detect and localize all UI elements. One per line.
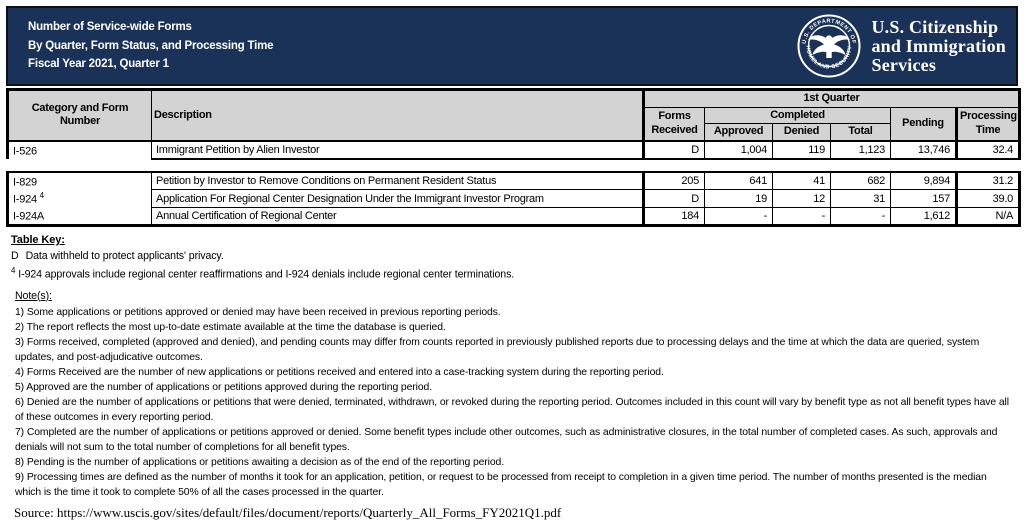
cell-pending: 157	[890, 189, 957, 208]
agency-branding: U.S. DEPARTMENT OF HOMELAND SECURITY U.S…	[797, 14, 1016, 78]
report-title-line3: Fiscal Year 2021, Quarter 1	[28, 58, 169, 71]
table-header-row-3: Approved Denied Total	[8, 123, 1020, 142]
column-header-category: Category and Form Number	[6, 88, 152, 142]
note-item-8: 8) Pending is the number of applications…	[15, 456, 505, 468]
cell-total: -	[830, 207, 891, 227]
table-row-i924a: I-924A Annual Certification of Regional …	[6, 207, 1022, 227]
cell-description: Petition by Investor to Remove Condition…	[151, 170, 644, 190]
table-key-item-footnote4: 4 I-924 approvals include regional cente…	[11, 266, 1018, 281]
eagle-glyph	[808, 35, 851, 58]
note-item-7: 7) Completed are the number of applicati…	[15, 426, 998, 453]
note-item-6: 6) Denied are the number of applications…	[15, 396, 1009, 423]
cell-forms-received: D	[642, 189, 705, 208]
cell-total: 682	[830, 170, 891, 190]
cell-form-number: I-924 4	[6, 189, 152, 208]
cell-form-number: I-924A	[6, 207, 152, 227]
cell-approved: 641	[704, 170, 773, 190]
cell-denied: 12	[772, 189, 831, 208]
note-item-3: 3) Forms received, completed (approved a…	[15, 336, 980, 363]
cell-form-number: I-526	[6, 139, 152, 159]
table-key-heading: Table Key:	[11, 234, 65, 246]
cell-denied: 119	[772, 139, 831, 160]
table-key-section: Table Key: D Data withheld to protect app…	[11, 234, 1018, 281]
table-header-row-2: Forms Received Completed Pending Process…	[8, 106, 1022, 142]
cell-denied: -	[772, 207, 831, 227]
cell-processing-time: N/A	[954, 207, 1022, 227]
table-spacer-row	[7, 158, 1020, 172]
source-line: Source: https://www.uscis.gov/sites/defa…	[14, 505, 1018, 521]
key-symbol-d: D	[11, 250, 19, 262]
note-item-1: 1) Some applications or petitions approv…	[15, 306, 501, 318]
table-row-i829: I-829 Petition by Investor to Remove Con…	[6, 170, 1022, 190]
source-label: Source:	[14, 504, 54, 520]
column-header-forms-received: Forms Received	[642, 106, 705, 142]
note-item-2: 2) The report reflects the most up-to-da…	[15, 321, 446, 333]
agency-name-line1: U.S. Citizenship	[871, 16, 999, 37]
column-header-quarter: 1st Quarter	[641, 88, 1022, 108]
agency-name-line2: and Immigration	[871, 35, 1006, 56]
table-row-i526: I-526 Immigrant Petition by Alien Invest…	[6, 139, 1022, 160]
cell-total: 31	[830, 189, 891, 208]
spacer-cell	[7, 158, 1020, 172]
cell-form-number: I-829	[6, 170, 152, 190]
cell-description: Immigrant Petition by Alien Investor	[151, 139, 644, 160]
cell-pending: 13,746	[890, 139, 957, 160]
report-header: Number of Service-wide Forms By Quarter,…	[6, 6, 1018, 86]
column-header-description: Description	[151, 88, 644, 142]
cell-processing-time: 32.4	[954, 139, 1022, 160]
cell-approved: 1,004	[704, 139, 773, 160]
cell-description: Annual Certification of Regional Center	[151, 207, 644, 227]
cell-pending: 9,894	[890, 170, 957, 190]
note-item-9: 9) Processing times are defined as the n…	[15, 471, 987, 498]
column-header-processing-time: Processing Time	[954, 106, 1022, 142]
column-header-denied: Denied	[772, 123, 831, 142]
cell-approved: -	[704, 207, 773, 227]
agency-wordmark: U.S. Citizenship and Immigration Service…	[871, 16, 1006, 75]
dhs-seal-icon: U.S. DEPARTMENT OF HOMELAND SECURITY	[797, 14, 861, 78]
notes-section: 1) Some applications or petitions approv…	[15, 305, 1013, 500]
key-symbol-footnote4: 4	[11, 266, 16, 275]
report-title-line1: Number of Service-wide Forms	[28, 21, 192, 34]
cell-pending: 1,612	[890, 207, 957, 227]
column-header-total: Total	[830, 123, 891, 142]
cell-processing-time: 39.0	[954, 189, 1022, 208]
note-item-4: 4) Forms Received are the number of new …	[15, 366, 664, 378]
column-header-pending: Pending	[890, 106, 957, 142]
forms-table: Category and Form Number Description 1st…	[6, 88, 1022, 227]
column-header-approved: Approved	[704, 123, 773, 142]
cell-total: 1,123	[830, 139, 891, 160]
cell-forms-received: D	[642, 139, 705, 160]
cell-description: Application For Regional Center Designat…	[151, 189, 644, 208]
cell-processing-time: 31.2	[954, 170, 1022, 190]
key-text-footnote4: I-924 approvals include regional center …	[18, 268, 515, 281]
table-key-item-d: D Data withheld to protect applicants' pr…	[11, 250, 1018, 262]
agency-name-line3: Services	[871, 54, 937, 75]
report-title-block: Number of Service-wide Forms By Quarter,…	[8, 18, 274, 74]
report-title-line2: By Quarter, Form Status, and Processing …	[28, 39, 274, 52]
note-item-5: 5) Approved are the number of applicatio…	[15, 381, 432, 393]
source-url-link[interactable]: https://www.uscis.gov/sites/default/file…	[56, 504, 562, 520]
notes-heading: Note(s):	[15, 289, 52, 302]
table-row-i924: I-924 4 Application For Regional Center …	[6, 189, 1022, 208]
key-text-d: Data withheld to protect applicants' pri…	[25, 250, 224, 262]
table-header-row-1: Category and Form Number Description 1st…	[6, 88, 1022, 142]
cell-forms-received: 184	[642, 207, 705, 227]
cell-forms-received: 205	[642, 170, 705, 190]
cell-approved: 19	[704, 189, 773, 208]
column-header-completed: Completed	[704, 106, 891, 124]
cell-denied: 41	[772, 170, 831, 190]
